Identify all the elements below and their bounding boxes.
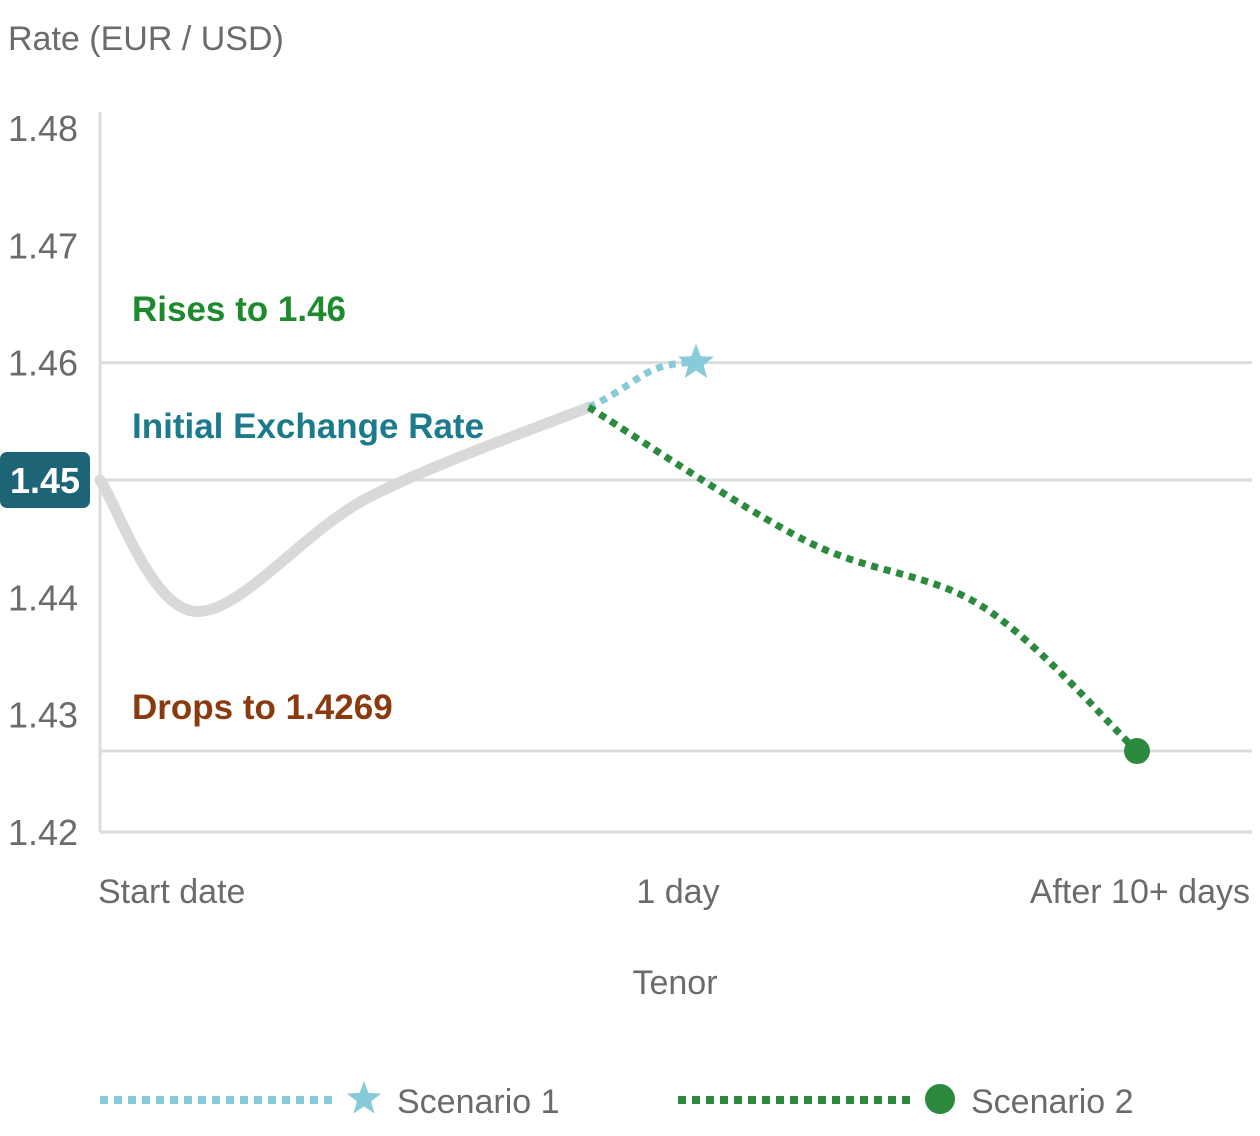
gridlines — [100, 361, 1252, 753]
x-tick-label: Start date — [98, 873, 245, 911]
initial-rate-annotation: Initial Exchange Rate — [132, 407, 484, 446]
y-tick-label-highlighted: 1.45 — [10, 460, 80, 501]
current-rate-badge — [0, 452, 90, 508]
y-tick-label: 1.42 — [8, 812, 78, 853]
y-tick-labels: 1.48 1.47 1.46 1.45 1.44 1.43 1.42 — [0, 108, 90, 853]
history-line — [94, 401, 595, 617]
legend-scenario-1-label: Scenario 1 — [397, 1083, 560, 1121]
rises-annotation: Rises to 1.46 — [132, 290, 346, 329]
scenario1-line — [587, 359, 697, 411]
series-markers — [677, 343, 1150, 765]
y-tick-label: 1.44 — [8, 577, 78, 618]
y-tick-label: 1.46 — [8, 343, 78, 384]
legend-scenario-2-label: Scenario 2 — [971, 1083, 1134, 1121]
x-axis-title: Tenor — [632, 964, 717, 1002]
y-tick-label: 1.48 — [8, 108, 78, 149]
y-tick-label: 1.47 — [8, 225, 78, 266]
y-axis-title: Rate (EUR / USD) — [8, 20, 284, 58]
x-tick-label: After 10+ days — [1030, 873, 1250, 911]
star-marker-icon — [677, 343, 715, 379]
legend: Scenario 1 Scenario 2 — [100, 1081, 1134, 1121]
series-lines — [94, 359, 1140, 754]
drops-annotation: Drops to 1.4269 — [132, 688, 393, 727]
legend-circle-icon — [925, 1084, 955, 1114]
y-tick-label: 1.43 — [8, 695, 78, 736]
x-tick-label: 1 day — [636, 873, 719, 911]
scenario2-line — [586, 404, 1140, 754]
x-tick-labels: Start date 1 day After 10+ days — [98, 873, 1250, 911]
legend-star-icon — [346, 1081, 382, 1114]
circle-marker-icon — [1124, 738, 1150, 765]
